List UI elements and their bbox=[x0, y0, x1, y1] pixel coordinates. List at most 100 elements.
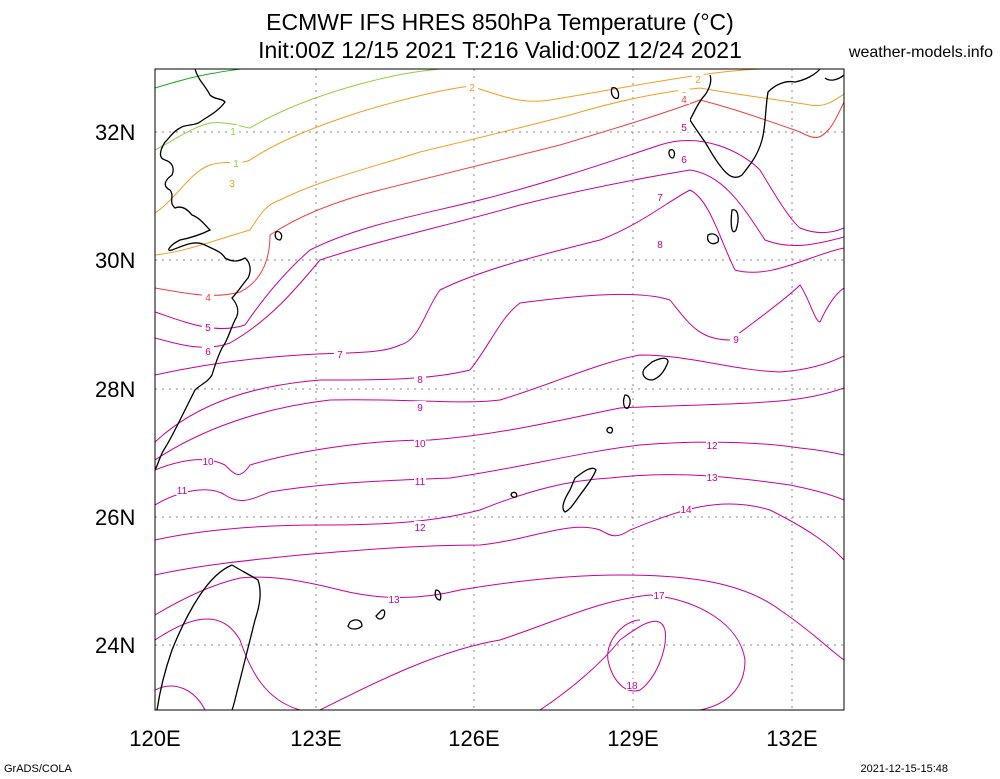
contour-label: 11 bbox=[177, 486, 188, 497]
island-ryukyu-1 bbox=[642, 357, 669, 381]
coast-taiwan bbox=[156, 564, 261, 710]
contour-label-bg bbox=[230, 157, 242, 168]
lon-label-123e: 123E bbox=[290, 726, 341, 751]
contour-1 bbox=[155, 69, 441, 151]
contour-3 bbox=[155, 87, 844, 256]
contour-label: 5 bbox=[681, 123, 687, 134]
contour-label: 3 bbox=[229, 179, 235, 190]
contour-label: 4 bbox=[205, 293, 211, 304]
contour-label-bg bbox=[678, 121, 690, 132]
contour-label: 13 bbox=[388, 595, 400, 606]
lat-label-28n: 28N bbox=[95, 377, 135, 402]
contour-label-bg bbox=[680, 503, 692, 514]
contour-label-bg bbox=[692, 73, 704, 84]
contour-label: 10 bbox=[202, 457, 214, 468]
contour-12 bbox=[155, 474, 844, 541]
lon-label-129e: 129E bbox=[607, 726, 658, 751]
contour-label: 2 bbox=[469, 83, 475, 94]
contour-label: 10 bbox=[414, 439, 426, 450]
contour-label: 7 bbox=[657, 193, 663, 204]
island-small-1 bbox=[434, 589, 442, 601]
contour-labels: 1122334455566778899101011111212131314171… bbox=[176, 73, 742, 692]
contour-label-bg bbox=[388, 593, 400, 604]
contour-label-bg bbox=[654, 238, 666, 249]
contour-label: 6 bbox=[205, 347, 211, 358]
contour-label-bg bbox=[414, 373, 426, 384]
contour-label: 9 bbox=[733, 335, 739, 346]
contour-label-bg bbox=[334, 348, 346, 359]
map-frame bbox=[154, 68, 845, 711]
map-grid bbox=[155, 69, 844, 710]
island-ishigaki bbox=[347, 619, 363, 630]
contour-17 bbox=[539, 619, 666, 710]
contour-label-bg bbox=[202, 291, 214, 302]
contour-label-bg bbox=[466, 81, 478, 92]
map-title-line2: Init:00Z 12/15 2021 T:216 Valid:00Z 12/2… bbox=[258, 37, 742, 63]
contour-label: 1 bbox=[230, 127, 236, 138]
contour-label-bg bbox=[654, 191, 666, 202]
coastline bbox=[155, 69, 844, 710]
contour-label: 4 bbox=[681, 95, 687, 106]
lon-label-132e: 132E bbox=[766, 726, 817, 751]
island-tanegashima bbox=[730, 209, 739, 233]
contour-6 bbox=[155, 169, 844, 348]
contour-label: 9 bbox=[417, 403, 423, 414]
contour-label-bg bbox=[678, 153, 690, 164]
lat-label-26n: 26N bbox=[95, 505, 135, 530]
contour-label: 8 bbox=[657, 240, 663, 251]
contour-label-bg bbox=[706, 471, 718, 482]
lon-label-126e: 126E bbox=[448, 726, 499, 751]
lat-label-24n: 24N bbox=[95, 633, 135, 658]
contour-label-bg bbox=[414, 401, 426, 412]
contour-label-bg bbox=[176, 484, 188, 495]
contour-0 bbox=[155, 69, 241, 89]
contour-label: 8 bbox=[417, 375, 423, 386]
contour-label: 18 bbox=[626, 681, 638, 692]
contour-16 bbox=[319, 594, 746, 710]
island-okinawa bbox=[562, 467, 597, 513]
contour-8 bbox=[155, 284, 844, 443]
footer-timestamp: 2021-12-15-15:48 bbox=[860, 763, 948, 775]
contour-label-bg bbox=[730, 333, 742, 344]
contour-label-bg bbox=[626, 679, 638, 690]
island-goto bbox=[610, 86, 620, 100]
lon-label-120e: 120E bbox=[129, 726, 180, 751]
island-miyako bbox=[375, 609, 386, 620]
contour-label: 14 bbox=[680, 505, 692, 516]
contour-15 bbox=[155, 618, 301, 710]
island-small-2 bbox=[668, 148, 676, 159]
contour-label: 2 bbox=[695, 75, 701, 86]
contour-2 bbox=[155, 69, 761, 214]
island-small-4 bbox=[606, 426, 614, 434]
island-yakushima bbox=[706, 233, 720, 245]
contour-4 bbox=[155, 99, 844, 296]
coast-china bbox=[155, 69, 251, 471]
contour-label-bg bbox=[414, 437, 426, 448]
contour-18 bbox=[155, 685, 206, 710]
island-small-3 bbox=[510, 491, 518, 498]
coast-kyushu bbox=[689, 69, 844, 178]
contour-14 bbox=[155, 574, 844, 661]
contour-label-bg bbox=[226, 177, 238, 188]
contour-label-bg bbox=[202, 321, 214, 332]
contour-label: 13 bbox=[706, 473, 718, 484]
contour-13 bbox=[155, 503, 844, 576]
contour-label-bg bbox=[706, 439, 718, 450]
contour-10 bbox=[155, 387, 844, 475]
contour-label: 5 bbox=[205, 323, 211, 334]
contour-label: 11 bbox=[415, 477, 426, 488]
contour-label: 1 bbox=[233, 159, 239, 170]
contour-label: 12 bbox=[706, 441, 718, 452]
contour-9 bbox=[155, 354, 844, 461]
contour-label-bg bbox=[202, 345, 214, 356]
contour-label: 17 bbox=[653, 591, 665, 602]
island-small-5 bbox=[274, 230, 283, 241]
contour-label: 7 bbox=[337, 350, 343, 361]
contour-7 bbox=[155, 189, 844, 376]
contour-label: 6 bbox=[681, 155, 687, 166]
contour-label-bg bbox=[414, 521, 426, 532]
lat-label-30n: 30N bbox=[95, 248, 135, 273]
map-title-line1: ECMWF IFS HRES 850hPa Temperature (°C) bbox=[266, 9, 734, 35]
contour-label-bg bbox=[227, 125, 239, 136]
